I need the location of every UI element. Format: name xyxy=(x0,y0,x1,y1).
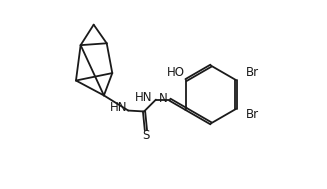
Text: Br: Br xyxy=(246,66,259,79)
Text: N: N xyxy=(159,92,167,105)
Text: HO: HO xyxy=(167,66,185,79)
Text: S: S xyxy=(142,129,149,142)
Text: Br: Br xyxy=(246,108,259,121)
Text: HN: HN xyxy=(110,101,127,114)
Text: HN: HN xyxy=(135,91,152,104)
